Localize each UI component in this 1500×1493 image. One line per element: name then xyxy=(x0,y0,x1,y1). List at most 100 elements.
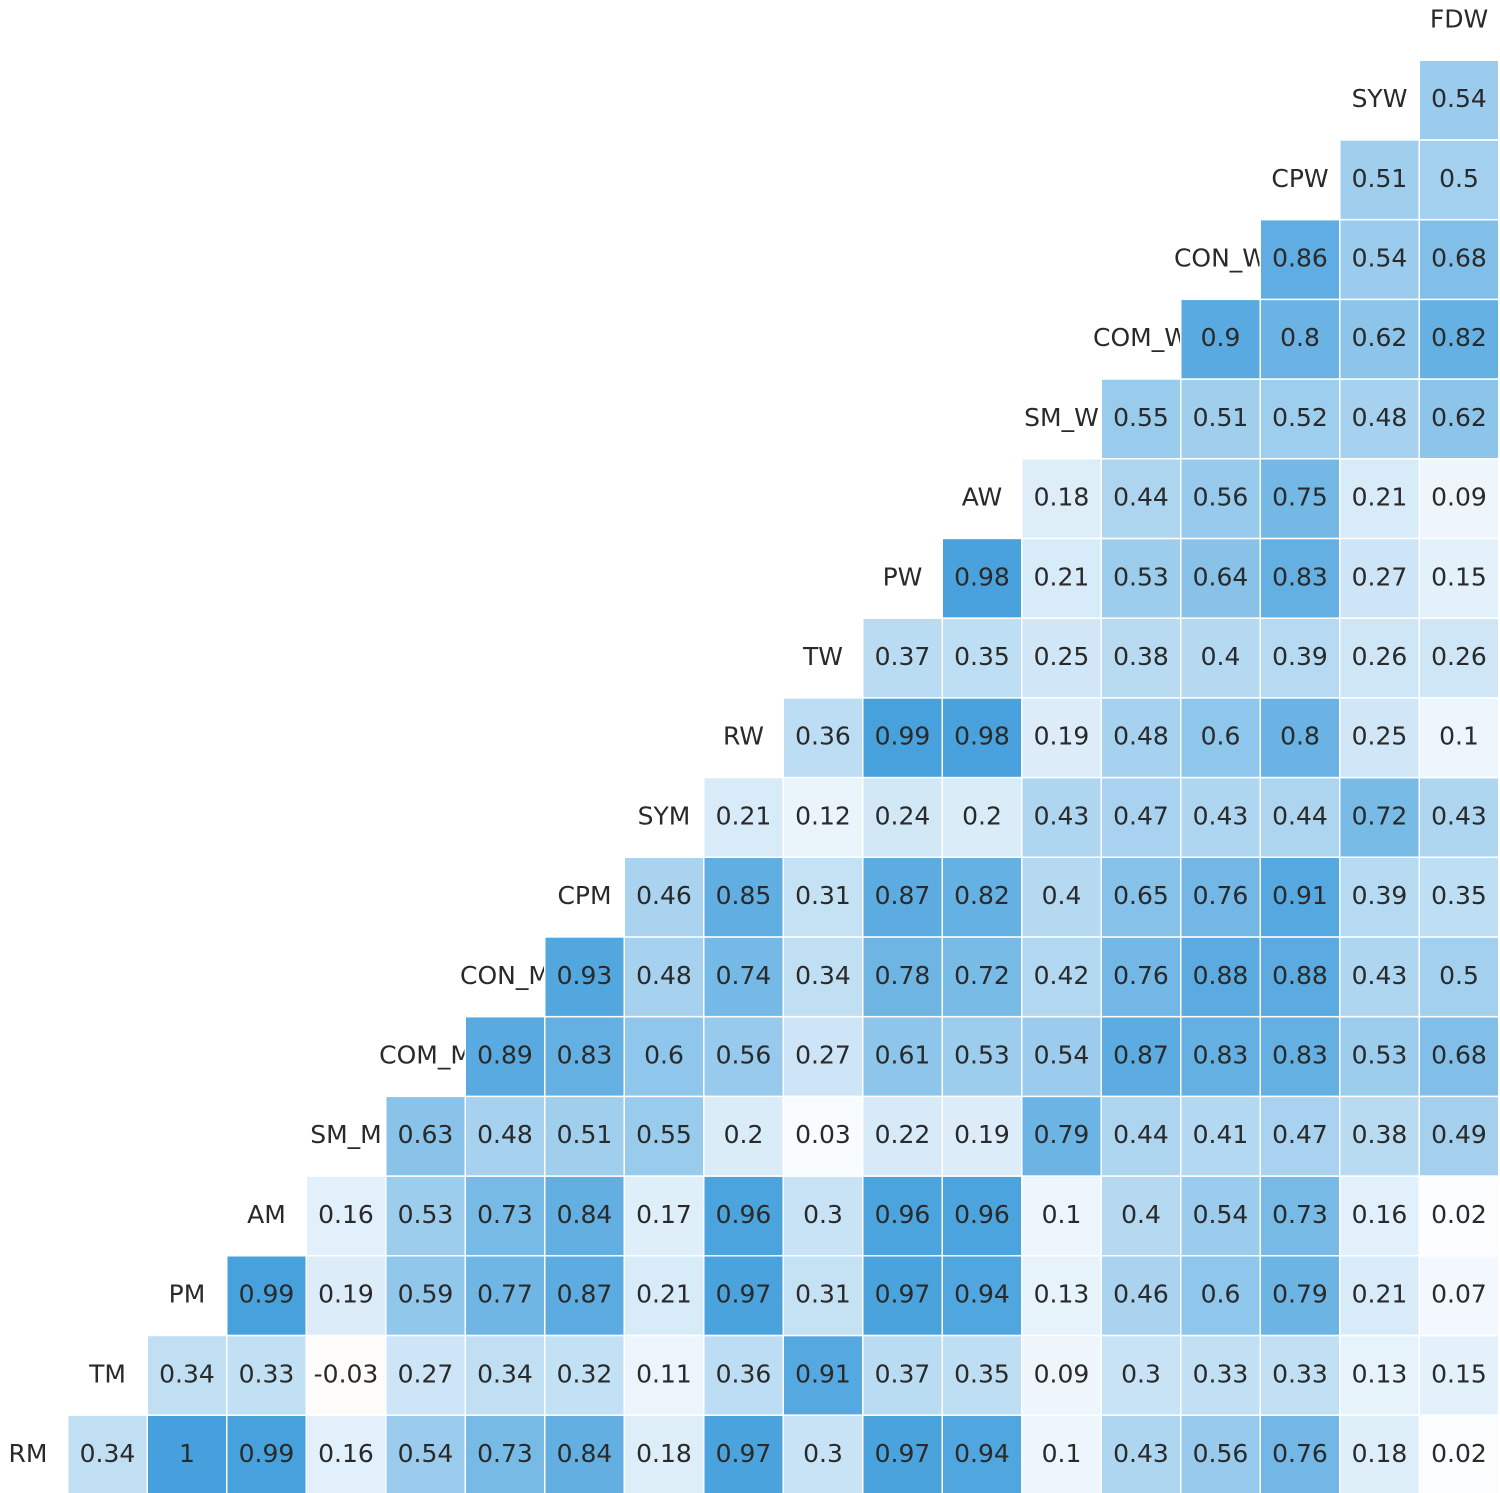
cell-label: 0.35 xyxy=(1431,881,1487,910)
cell xyxy=(1418,139,1500,221)
cell-label: 0.96 xyxy=(716,1200,772,1229)
cell xyxy=(862,697,943,779)
cell-label: 0.41 xyxy=(1193,1120,1249,1149)
cell xyxy=(1259,537,1341,619)
cell-label: 0.33 xyxy=(1193,1359,1249,1388)
cell-label: 0.64 xyxy=(1193,562,1249,591)
cell xyxy=(862,1334,943,1416)
variable-label: CPW xyxy=(1271,164,1328,193)
cell xyxy=(464,1095,546,1177)
cell xyxy=(226,1414,307,1493)
cell-label: 0.97 xyxy=(716,1280,772,1309)
cell-label: 0.53 xyxy=(1113,562,1169,591)
cell-label: 0.46 xyxy=(1113,1280,1169,1309)
cell-label: 0.76 xyxy=(1193,881,1249,910)
cell-label: 0.25 xyxy=(1034,642,1090,671)
cell xyxy=(1180,617,1261,699)
cell xyxy=(1180,1175,1261,1257)
cell-label: 0.68 xyxy=(1431,244,1487,273)
cell xyxy=(1100,1015,1182,1098)
cell-label: 0.88 xyxy=(1272,961,1328,990)
cell xyxy=(226,1255,307,1337)
cell-label: 0.61 xyxy=(875,1041,931,1070)
cell-label: 0.96 xyxy=(954,1200,1010,1229)
cell xyxy=(623,1095,705,1177)
cell xyxy=(464,1414,546,1493)
cell-label: 0.6 xyxy=(644,1041,684,1070)
cell-label: 0.42 xyxy=(1034,961,1090,990)
cell xyxy=(703,1334,784,1416)
cell-label: 0.44 xyxy=(1113,483,1169,512)
cell xyxy=(146,1334,228,1416)
cell-label: 0.27 xyxy=(1352,562,1408,591)
cell-label: 0.24 xyxy=(875,801,931,830)
cell-label: 0.91 xyxy=(1272,881,1328,910)
cell xyxy=(782,776,864,858)
cell-label: 0.3 xyxy=(803,1439,843,1468)
variable-label: TM xyxy=(88,1359,126,1388)
cell xyxy=(1180,298,1261,380)
cell-label: 0.12 xyxy=(795,801,851,830)
cell-label: 0.27 xyxy=(398,1359,454,1388)
cell xyxy=(1259,936,1341,1018)
cell-label: 0.38 xyxy=(1113,642,1169,671)
cell xyxy=(1418,1015,1500,1098)
cell-label: 0.53 xyxy=(954,1041,1010,1070)
cell xyxy=(1259,776,1341,858)
cell-label: 0.43 xyxy=(1034,801,1090,830)
cell xyxy=(862,617,943,699)
cell xyxy=(544,1414,625,1493)
cell-label: 0.43 xyxy=(1113,1439,1169,1468)
cell xyxy=(1021,1175,1102,1257)
cell xyxy=(623,856,705,938)
cell-label: 0.97 xyxy=(875,1280,931,1309)
cell-label: 0.43 xyxy=(1431,801,1487,830)
cell xyxy=(544,1015,625,1098)
cell-label: 0.54 xyxy=(1193,1200,1249,1229)
cell-label: 0.62 xyxy=(1431,403,1487,432)
cell-label: 0.1 xyxy=(1439,722,1479,751)
cell-label: 0.63 xyxy=(398,1120,454,1149)
cell xyxy=(782,1334,864,1416)
cell xyxy=(544,1175,625,1257)
cell-label: 0.94 xyxy=(954,1280,1010,1309)
cell-label: 0.8 xyxy=(1280,722,1320,751)
cell-label: 0.03 xyxy=(795,1120,851,1149)
cell xyxy=(782,697,864,779)
cell-label: 0.43 xyxy=(1193,801,1249,830)
cell-label: 0.47 xyxy=(1113,801,1169,830)
cell-label: 0.54 xyxy=(1034,1041,1090,1070)
cell-label: 0.27 xyxy=(795,1041,851,1070)
cell-label: 0.13 xyxy=(1352,1359,1408,1388)
cell xyxy=(1021,537,1102,619)
cell-label: 0.32 xyxy=(557,1359,613,1388)
cell xyxy=(1100,1334,1182,1416)
cell-label: 0.83 xyxy=(557,1041,613,1070)
cell xyxy=(1259,1015,1341,1098)
variable-label: RM xyxy=(9,1439,48,1468)
cell-label: 0.48 xyxy=(636,961,692,990)
cell-label: 0.51 xyxy=(1352,164,1408,193)
variable-label: AM xyxy=(247,1200,286,1229)
cell-label: 0.6 xyxy=(1201,1280,1241,1309)
cell xyxy=(862,1175,943,1257)
cell-label: 0.1 xyxy=(1042,1200,1082,1229)
cell-label: 0.21 xyxy=(1034,562,1090,591)
cell-label: 0.98 xyxy=(954,562,1010,591)
cell xyxy=(1418,218,1500,301)
cell-label: 0.18 xyxy=(1352,1439,1408,1468)
cell-label: 0.86 xyxy=(1272,244,1328,273)
cell xyxy=(544,1334,625,1416)
cell xyxy=(1021,617,1102,699)
cell-label: 0.91 xyxy=(795,1359,851,1388)
cell xyxy=(464,1015,546,1098)
cell-label: 0.76 xyxy=(1272,1439,1328,1468)
cell xyxy=(1021,1255,1102,1337)
cell-label: 0.39 xyxy=(1352,881,1408,910)
cell-label: 0.75 xyxy=(1272,483,1328,512)
cell-label: 0.46 xyxy=(636,881,692,910)
cell-label: 0.84 xyxy=(557,1200,613,1229)
cell xyxy=(1100,1414,1182,1493)
cell-label: 0.5 xyxy=(1439,961,1479,990)
variable-label: RW xyxy=(723,722,764,751)
